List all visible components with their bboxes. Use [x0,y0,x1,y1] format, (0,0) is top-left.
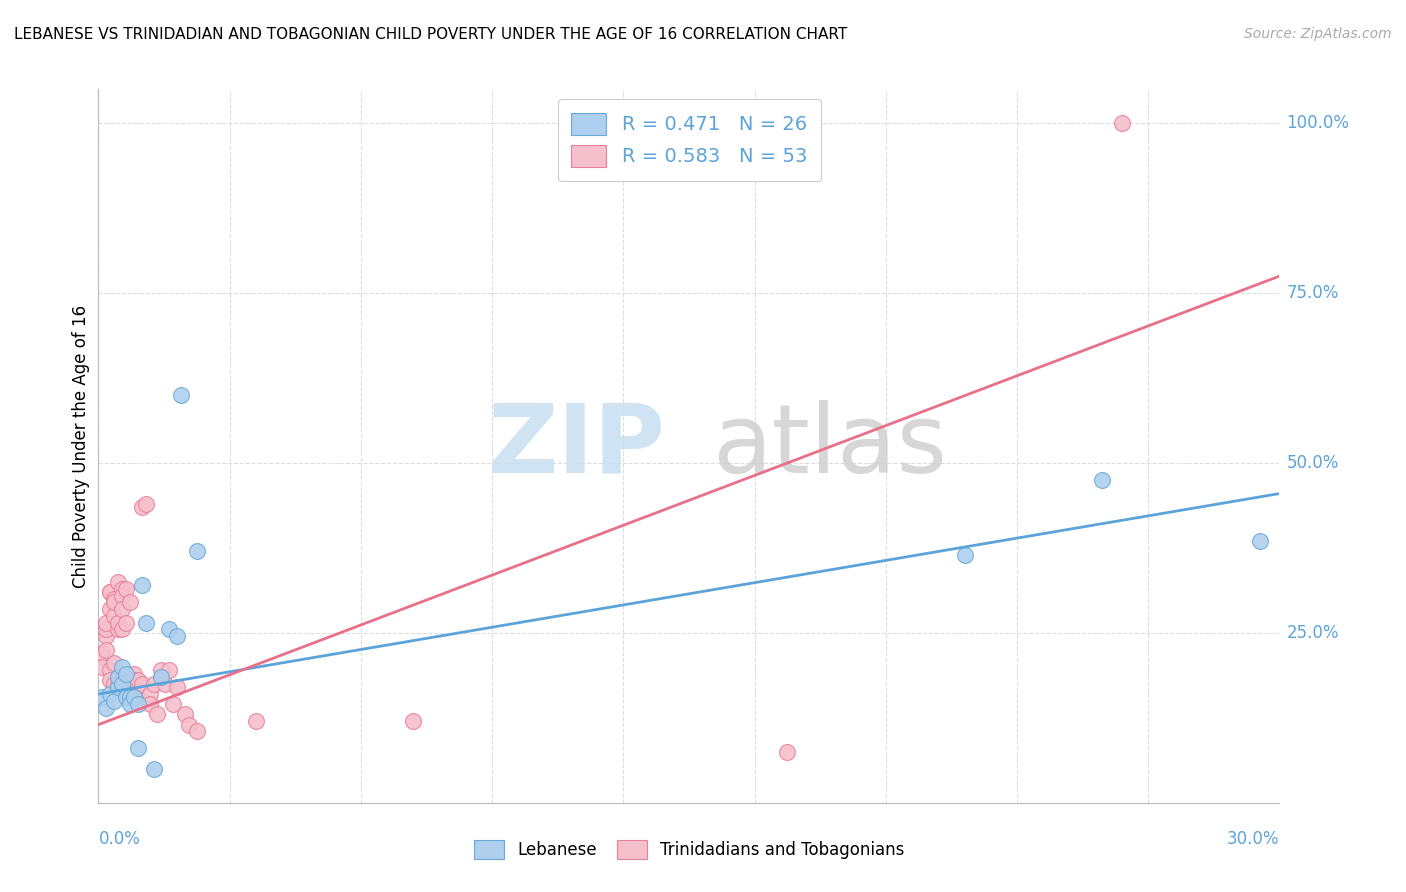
Text: atlas: atlas [713,400,948,492]
Point [111,623,134,637]
Point [135,615,157,630]
Point [170,388,193,402]
Point [96,700,118,714]
Point [103,677,125,691]
Point [115,680,138,694]
Point [107,615,129,630]
Legend: Lebanese, Trinidadians and Tobagonians: Lebanese, Trinidadians and Tobagonians [467,833,911,866]
Point [174,707,197,722]
Point [127,673,149,688]
Point [115,615,138,630]
Point [111,677,134,691]
Point [91,646,114,660]
Point [115,666,138,681]
Text: Source: ZipAtlas.com: Source: ZipAtlas.com [1244,27,1392,41]
Point [107,677,129,691]
Point [162,698,184,712]
Point [166,629,188,643]
Point [122,673,145,688]
Point [96,623,118,637]
Point [91,660,114,674]
Point [402,714,425,729]
Point [107,680,129,694]
Point [111,602,134,616]
Point [127,741,149,756]
Point [107,574,129,589]
Point [131,500,153,515]
Point [107,623,129,637]
Point [103,595,125,609]
Point [177,717,200,731]
Point [127,698,149,712]
Point [98,687,121,701]
Text: 100.0%: 100.0% [1286,114,1350,132]
Point [103,694,125,708]
Point [1111,116,1133,130]
Y-axis label: Child Poverty Under the Age of 16: Child Poverty Under the Age of 16 [72,304,90,588]
Point [776,745,799,759]
Point [111,582,134,596]
Text: ZIP: ZIP [488,400,665,492]
Point [146,707,169,722]
Point [186,724,208,739]
Point [96,629,118,643]
Point [103,608,125,623]
Point [150,670,173,684]
Text: 50.0%: 50.0% [1286,454,1339,472]
Point [127,690,149,705]
Point [115,582,138,596]
Point [122,690,145,705]
Point [166,680,188,694]
Point [135,497,157,511]
Point [96,643,118,657]
Text: 0.0%: 0.0% [98,830,141,847]
Text: 30.0%: 30.0% [1227,830,1279,847]
Point [107,670,129,684]
Point [118,698,141,712]
Point [98,585,121,599]
Point [1091,473,1114,487]
Point [1249,534,1271,549]
Point [98,673,121,688]
Point [142,762,165,776]
Point [157,623,180,637]
Point [138,698,160,712]
Point [103,657,125,671]
Point [111,660,134,674]
Point [103,591,125,606]
Point [138,687,160,701]
Point [122,666,145,681]
Point [245,714,267,729]
Point [96,615,118,630]
Point [131,578,153,592]
Point [118,595,141,609]
Point [115,690,138,705]
Point [118,683,141,698]
Point [142,677,165,691]
Point [91,649,114,664]
Point [131,677,153,691]
Point [111,589,134,603]
Point [157,663,180,677]
Point [91,690,114,705]
Text: 75.0%: 75.0% [1286,284,1339,302]
Text: LEBANESE VS TRINIDADIAN AND TOBAGONIAN CHILD POVERTY UNDER THE AGE OF 16 CORRELA: LEBANESE VS TRINIDADIAN AND TOBAGONIAN C… [14,27,848,42]
Point [186,544,208,558]
Point [953,548,976,562]
Point [118,690,141,705]
Point [98,585,121,599]
Text: 25.0%: 25.0% [1286,624,1339,642]
Point [150,663,173,677]
Point [155,677,177,691]
Point [98,602,121,616]
Point [98,663,121,677]
